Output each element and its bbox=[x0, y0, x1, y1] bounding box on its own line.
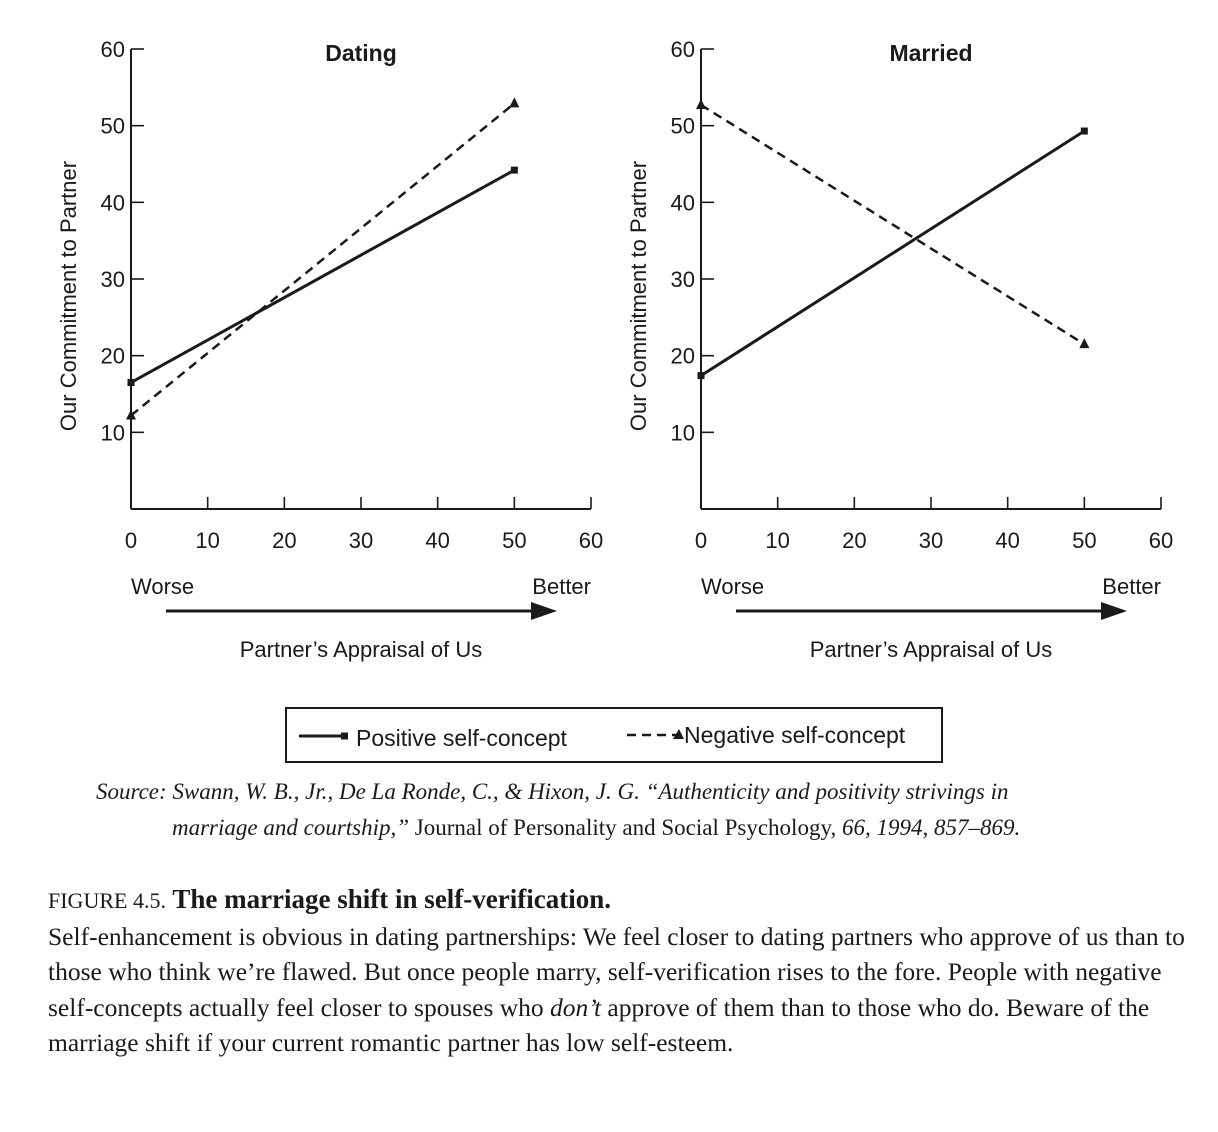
legend-negative-label: Negative self-concept bbox=[684, 722, 906, 748]
panel-2-better-label: Better bbox=[1102, 574, 1161, 599]
panel-1-negative-series-line bbox=[130, 102, 516, 417]
panel-1-x-tick-label: 60 bbox=[579, 528, 603, 553]
panel-2-x-tick-label: 50 bbox=[1072, 528, 1096, 553]
panel-2-x-axis-label: Partner’s Appraisal of Us bbox=[810, 637, 1053, 662]
panel-1-y-axis-label: Our Commitment to Partner bbox=[56, 161, 81, 431]
figure-label: FIGURE 4.5. bbox=[48, 888, 166, 913]
panel-2-x-tick-label: 0 bbox=[695, 528, 707, 553]
panel-1-x-tick-label: 10 bbox=[195, 528, 219, 553]
panel-2-y-tick-label: 50 bbox=[671, 114, 695, 139]
panel-1-x-tick-label: 30 bbox=[349, 528, 373, 553]
panel-1-positive-series-point bbox=[510, 166, 518, 174]
caption-text-2: approve of them than to those who do. Be… bbox=[48, 992, 1150, 1058]
panel-1-appraisal-arrow-head bbox=[531, 602, 557, 620]
legend-positive-marker bbox=[341, 732, 348, 740]
panel-2-positive-series-line bbox=[700, 129, 1086, 377]
panel-2-x-tick-label: 60 bbox=[1149, 528, 1173, 553]
legend: Positive self-concept Negative self-conc… bbox=[285, 707, 943, 763]
panel-1-x-axis-label: Partner’s Appraisal of Us bbox=[240, 637, 483, 662]
panel-2-y-tick-label: 40 bbox=[671, 190, 695, 215]
panel-2-y-axis-label: Our Commitment to Partner bbox=[626, 161, 651, 431]
panel-2-x-tick-label: 10 bbox=[765, 528, 789, 553]
panel-1-y-tick-label: 30 bbox=[101, 267, 125, 292]
source-line-1: Source: Swann, W. B., Jr., De La Ronde, … bbox=[96, 779, 1009, 804]
figure-caption: FIGURE 4.5. The marriage shift in self-v… bbox=[48, 882, 1198, 1061]
panel-1-x-tick-label: 50 bbox=[502, 528, 526, 553]
panel-1-x-tick-label: 40 bbox=[425, 528, 449, 553]
legend-positive-label: Positive self-concept bbox=[356, 725, 568, 751]
panel-1-y-tick-label: 10 bbox=[101, 420, 125, 445]
source-line-2: marriage and courtship,” Journal of Pers… bbox=[172, 815, 1021, 840]
panel-2-negative-series-point bbox=[696, 98, 706, 109]
caption-text-1: Self-enhancement is obvious in dating pa… bbox=[48, 921, 1185, 1022]
panel-1-negative-series-point bbox=[126, 409, 136, 420]
legend-graphics: Positive self-concept Negative self-conc… bbox=[299, 722, 906, 751]
panel-1-negative-series-point bbox=[509, 97, 520, 108]
panel-2-negative-series-point bbox=[1079, 338, 1090, 349]
panel-1-positive-series-line bbox=[130, 168, 516, 384]
panel-2-appraisal-arrow-head bbox=[1101, 602, 1127, 620]
panel-2-x-tick-label: 40 bbox=[995, 528, 1019, 553]
panel-1-positive-series-point bbox=[127, 379, 135, 386]
panel-1-worse-label: Worse bbox=[131, 574, 194, 599]
caption-emphasis: don’t bbox=[550, 992, 602, 1022]
panel-2-y-tick-label: 60 bbox=[671, 37, 695, 62]
panel-1-y-tick-label: 50 bbox=[101, 114, 125, 139]
panel-1-x-tick-label: 0 bbox=[125, 528, 137, 553]
panel-2-x-tick-label: 20 bbox=[842, 528, 866, 553]
panel-2-worse-label: Worse bbox=[701, 574, 764, 599]
panel-2-positive-series-point bbox=[1080, 127, 1088, 135]
panel-2-y-tick-label: 30 bbox=[671, 267, 695, 292]
charts-canvas: Dating 10 20 30 40 50 60 0 10 20 30 40 50 60 Our Commi… bbox=[56, 37, 1173, 662]
legend-negative-marker bbox=[673, 729, 684, 739]
panel-1-better-label: Better bbox=[532, 574, 591, 599]
panel-1-x-tick-label: 20 bbox=[272, 528, 296, 553]
panel-1-y-tick-label: 20 bbox=[101, 344, 125, 369]
panel-2-positive-series-point bbox=[697, 372, 705, 380]
source-citation: Source: Swann, W. B., Jr., De La Ronde, … bbox=[96, 774, 1186, 846]
figure-title: The marriage shift in self-verification. bbox=[172, 884, 611, 914]
panel-2-x-tick-label: 30 bbox=[919, 528, 943, 553]
panel-1-title: Dating bbox=[325, 40, 397, 66]
panel-2-negative-series-line bbox=[700, 103, 1085, 346]
panel-2-y-tick-label: 10 bbox=[671, 420, 695, 445]
panel-2-y-tick-label: 20 bbox=[671, 344, 695, 369]
panel-1-y-tick-label: 40 bbox=[101, 190, 125, 215]
panel-2-title: Married bbox=[889, 40, 972, 66]
panel-1-y-tick-label: 60 bbox=[101, 37, 125, 62]
